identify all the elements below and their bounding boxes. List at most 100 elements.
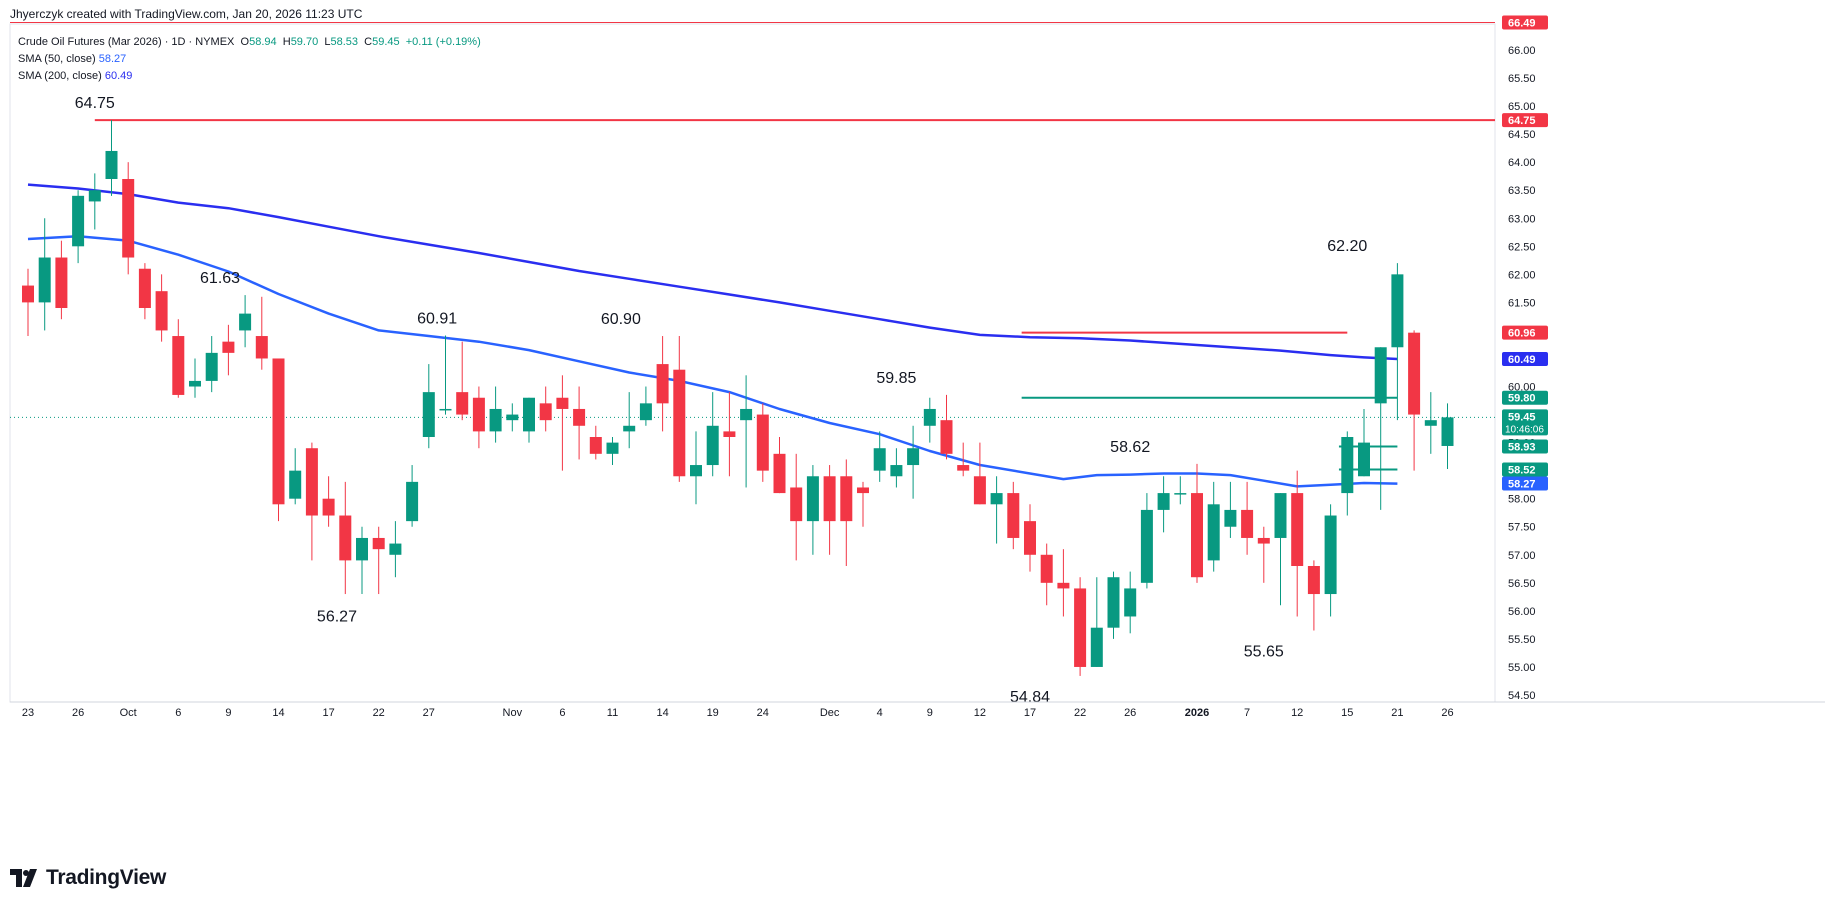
- open-key: O: [240, 36, 250, 48]
- x-tick-label: 26: [72, 707, 84, 719]
- sma50-value: 58.27: [98, 53, 127, 65]
- high-value: 59.70: [290, 36, 319, 48]
- candle-body-up: [873, 448, 886, 471]
- x-tick-label: 27: [423, 707, 435, 719]
- x-tick-label: 17: [322, 707, 334, 719]
- candle-body-down: [1024, 521, 1036, 555]
- candle-body-down: [790, 487, 803, 522]
- change-value: +0.11 (+0.19%): [405, 36, 481, 48]
- axis-price-tag: [1502, 352, 1548, 367]
- candle-body-up: [439, 408, 452, 411]
- y-tick-label: 55.50: [1508, 634, 1536, 646]
- candle-body-up: [990, 493, 1003, 505]
- axis-price-tag: [1502, 390, 1548, 405]
- y-tick-label: 56.00: [1508, 606, 1536, 618]
- tradingview-logo-icon: [10, 869, 37, 887]
- axis-price-tag: [1502, 15, 1548, 30]
- candle-body-down: [973, 476, 986, 505]
- high-key: H: [282, 36, 291, 48]
- x-tick-label: 14: [656, 707, 668, 719]
- candle-body-down: [1074, 588, 1087, 667]
- plot-frame: [9, 23, 1496, 703]
- x-tick-label: 23: [22, 707, 34, 719]
- candle-body-up: [1391, 274, 1404, 348]
- candle-body-down: [372, 537, 385, 550]
- candle-body-up: [1358, 442, 1370, 477]
- axis-price-tag-text: 58.27: [1508, 479, 1536, 491]
- candle-body-up: [506, 414, 519, 421]
- x-tick-label: Oct: [120, 707, 137, 719]
- candle-body-down: [773, 453, 786, 494]
- candle-body-down: [138, 268, 151, 308]
- candle-body-up: [489, 408, 502, 432]
- candle-body-up: [1207, 504, 1220, 561]
- candle-body-down: [322, 498, 335, 516]
- price-chart[interactable]: 64.75 61.63 60.91 60.90 59.85 58.62 62.20 56.27…: [0, 0, 1835, 860]
- candle-body-up: [1341, 437, 1354, 494]
- x-tick-label: 6: [559, 707, 565, 719]
- candle-body-up: [890, 465, 903, 477]
- y-tick-label: 55.00: [1508, 662, 1536, 674]
- candle-body-down: [673, 369, 686, 477]
- candles: [22, 120, 1454, 676]
- y-tick-label: 62.50: [1508, 241, 1536, 253]
- close-key: C: [364, 36, 373, 48]
- candle-body-up: [690, 465, 702, 477]
- candle-body-up: [606, 442, 619, 454]
- tradingview-branding[interactable]: TradingView: [10, 866, 166, 890]
- grid: [9, 23, 1496, 703]
- candle-body-down: [823, 476, 836, 522]
- x-tick-label: 26: [1124, 707, 1136, 719]
- y-tick-label: 65.00: [1508, 101, 1536, 113]
- candle-body-down: [539, 403, 552, 421]
- candle-body-up: [72, 195, 85, 247]
- x-tick-label: 24: [757, 707, 769, 719]
- low-value: 58.53: [330, 36, 358, 48]
- y-tick-label: 63.50: [1508, 185, 1536, 197]
- sma50-legend[interactable]: SMA (50, close) 58.27: [18, 53, 126, 65]
- axis-price-tag: [1502, 113, 1548, 128]
- sma200-line: [27, 183, 1398, 361]
- candle-body-down: [556, 397, 569, 409]
- axis-price-tag-text: 64.75: [1508, 115, 1536, 127]
- y-tick-label: 62.00: [1508, 269, 1536, 281]
- candle-body-up: [1124, 588, 1137, 617]
- candle-body-up: [389, 543, 402, 555]
- candle-body-up: [706, 425, 719, 466]
- y-tick-label: 65.50: [1508, 73, 1536, 85]
- candle-body-up: [88, 190, 101, 202]
- candle-body-down: [1291, 493, 1304, 566]
- candle-body-up: [189, 380, 201, 387]
- x-tick-label: 7: [1244, 707, 1250, 719]
- candle-body-down: [1191, 493, 1203, 578]
- candle-body-down: [55, 257, 68, 308]
- candle-body-up: [806, 476, 819, 522]
- x-tick-label: 2026: [1185, 707, 1209, 719]
- y-tick-label: 63.00: [1508, 213, 1536, 225]
- candle-body-up: [740, 408, 753, 421]
- candle-body-up: [907, 448, 920, 466]
- candle-body-down: [857, 487, 869, 494]
- x-tick-label: 9: [927, 707, 933, 719]
- candle-body-up: [1324, 515, 1337, 595]
- chart-author-header: Jhyerczyk created with TradingView.com, …: [10, 7, 363, 21]
- y-tick-label: 66.00: [1508, 45, 1536, 57]
- price-annotation: 62.20: [1327, 238, 1367, 255]
- candle-body-up: [1107, 577, 1120, 628]
- horizontal-levels: [10, 22, 1495, 471]
- candle-body-down: [840, 476, 853, 522]
- symbol-legend: Crude Oil Futures (Mar 2026) · 1D · NYME…: [18, 36, 481, 48]
- price-annotation: 60.91: [417, 310, 457, 327]
- sma200-legend[interactable]: SMA (200, close) 60.49: [18, 70, 132, 82]
- candle-body-up: [1140, 509, 1153, 583]
- candle-body-up: [205, 352, 218, 381]
- x-tick-label: 19: [707, 707, 719, 719]
- x-tick-label: 26: [1441, 707, 1453, 719]
- candle-body-down: [272, 358, 285, 505]
- candle-body-down: [756, 414, 769, 471]
- axis-price-tag: [1502, 476, 1548, 491]
- axis-price-tag: [1502, 439, 1548, 454]
- candle-body-down: [1408, 332, 1421, 415]
- candle-body-down: [573, 408, 586, 426]
